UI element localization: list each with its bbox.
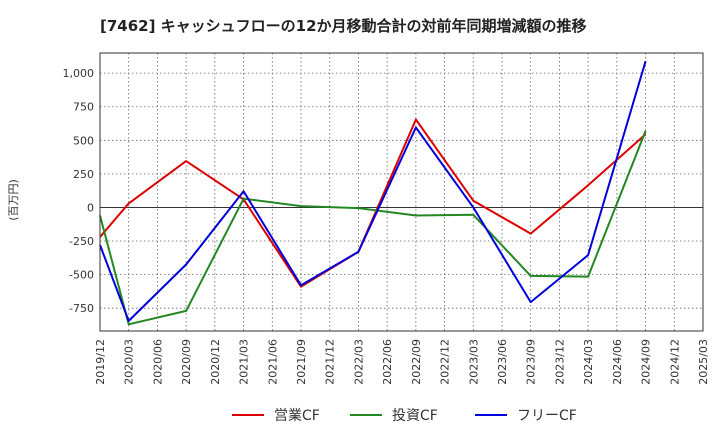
y-tick-label: 750 bbox=[73, 101, 94, 114]
series-line bbox=[99, 60, 647, 322]
axes bbox=[99, 52, 704, 332]
x-tick-label: 2021/03 bbox=[238, 339, 251, 385]
x-tick-label: 2025/03 bbox=[697, 339, 710, 385]
x-tick-label: 2021/06 bbox=[266, 339, 279, 385]
x-tick-label: 2023/03 bbox=[467, 339, 480, 385]
x-tick-label: 2020/09 bbox=[180, 339, 193, 385]
y-tick-label: 1,000 bbox=[63, 67, 95, 80]
x-tick-label: 2023/09 bbox=[525, 339, 538, 385]
x-tick-label: 2023/06 bbox=[496, 339, 509, 385]
x-tick-label: 2020/12 bbox=[209, 339, 222, 385]
x-tick-label: 2019/12 bbox=[94, 339, 107, 385]
x-tick-label: 2022/06 bbox=[381, 339, 394, 385]
y-tick-label: 0 bbox=[87, 201, 94, 214]
plot-frame bbox=[99, 52, 704, 332]
y-tick-label: 250 bbox=[73, 168, 94, 181]
y-axis-label: (百万円) bbox=[7, 179, 20, 221]
x-tick-label: 2020/06 bbox=[151, 339, 164, 385]
x-tick-label: 2023/12 bbox=[553, 339, 566, 385]
x-tick-label: 2024/06 bbox=[611, 339, 624, 385]
y-tick-label: -500 bbox=[69, 269, 94, 282]
x-tick-label: 2021/12 bbox=[324, 339, 337, 385]
ticks: -750 -500 -250 0 250 500 750 1,000 2019/12 2020/0… bbox=[63, 67, 711, 385]
series-line bbox=[99, 130, 647, 326]
x-tick-label: 2022/12 bbox=[439, 339, 452, 385]
y-tick-label: -250 bbox=[69, 235, 94, 248]
grid bbox=[99, 53, 704, 331]
series-line bbox=[99, 118, 647, 288]
x-tick-label: 2024/09 bbox=[640, 339, 653, 385]
x-tick-label: 2020/03 bbox=[123, 339, 136, 385]
chart-title: [7462] キャッシュフローの12か月移動合計の対前年同期増減額の推移 bbox=[100, 17, 587, 35]
legend-label: 営業CF bbox=[274, 408, 320, 424]
x-tick-label: 2024/12 bbox=[668, 339, 681, 385]
x-tick-label: 2021/09 bbox=[295, 339, 308, 385]
y-tick-label: 500 bbox=[73, 134, 94, 147]
legend: 営業CF 投資CF フリーCF bbox=[232, 408, 577, 424]
x-tick-label: 2022/03 bbox=[352, 339, 365, 385]
series-layer bbox=[99, 60, 647, 326]
x-tick-label: 2024/03 bbox=[582, 339, 595, 385]
y-tick-label: -750 bbox=[69, 302, 94, 315]
legend-label: 投資CF bbox=[392, 408, 438, 424]
x-tick-label: 2022/09 bbox=[410, 339, 423, 385]
legend-label: フリーCF bbox=[517, 408, 577, 424]
